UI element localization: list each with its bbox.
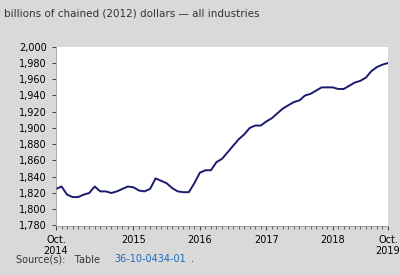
Text: .: . [191, 254, 194, 264]
Text: billions of chained (2012) dollars — all industries: billions of chained (2012) dollars — all… [4, 8, 260, 18]
Text: Source(s):   Table: Source(s): Table [16, 254, 103, 264]
Text: 36-10-0434-01: 36-10-0434-01 [114, 254, 186, 264]
